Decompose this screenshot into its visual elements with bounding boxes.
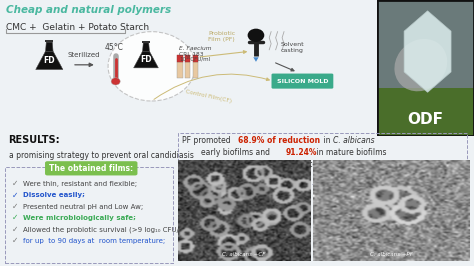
Bar bbox=[185, 55, 191, 62]
Text: ✓: ✓ bbox=[12, 213, 18, 222]
Text: ✓: ✓ bbox=[12, 202, 18, 211]
Text: in mature biofilms: in mature biofilms bbox=[314, 148, 386, 157]
Ellipse shape bbox=[394, 39, 447, 91]
Polygon shape bbox=[46, 42, 53, 51]
Circle shape bbox=[108, 32, 195, 101]
Text: early biofilms and: early biofilms and bbox=[201, 148, 273, 157]
Text: 91.24%: 91.24% bbox=[286, 148, 317, 157]
Bar bbox=[192, 62, 198, 78]
Text: 10¹⁰CFU/ml: 10¹⁰CFU/ml bbox=[179, 56, 210, 62]
Text: ✓: ✓ bbox=[12, 180, 18, 188]
Text: ODF: ODF bbox=[408, 112, 444, 127]
Text: SILICON MOLD: SILICON MOLD bbox=[277, 78, 328, 84]
Text: C. albicans +PF: C. albicans +PF bbox=[370, 252, 412, 257]
Text: Dissolve easily;: Dissolve easily; bbox=[23, 193, 85, 198]
Text: E. Faecium: E. Faecium bbox=[179, 46, 211, 51]
Text: CMC +  Gelatin + Potato Starch: CMC + Gelatin + Potato Starch bbox=[6, 23, 149, 32]
Bar bbox=[177, 62, 183, 78]
Text: 45°C: 45°C bbox=[104, 43, 123, 52]
Text: compared to the group stimulated with CF.: compared to the group stimulated with CF… bbox=[190, 160, 354, 169]
Polygon shape bbox=[253, 57, 259, 62]
Text: Were microbiologically safe;: Were microbiologically safe; bbox=[23, 215, 136, 221]
Text: Sterilized: Sterilized bbox=[68, 52, 100, 58]
Bar bbox=[377, 0, 474, 88]
Text: RESULTS:: RESULTS: bbox=[9, 135, 60, 146]
Circle shape bbox=[247, 29, 264, 42]
Bar bbox=[142, 41, 150, 43]
Text: ✓: ✓ bbox=[12, 225, 18, 234]
Text: Solvent
casting: Solvent casting bbox=[280, 42, 304, 53]
Bar bbox=[185, 62, 191, 78]
Text: Control Film(CF): Control Film(CF) bbox=[185, 89, 232, 104]
Bar bbox=[192, 55, 198, 62]
Text: ✓: ✓ bbox=[12, 191, 18, 200]
Polygon shape bbox=[143, 43, 149, 51]
Text: Presented neutral pH and Low Aw;: Presented neutral pH and Low Aw; bbox=[23, 204, 143, 210]
Text: CRL 183: CRL 183 bbox=[179, 52, 203, 57]
Text: Probiotic
Film (PF): Probiotic Film (PF) bbox=[208, 31, 236, 42]
Text: Allowed the probiotic survival (>9 log₁₀ CFU/g),: Allowed the probiotic survival (>9 log₁₀… bbox=[23, 226, 188, 233]
Circle shape bbox=[111, 78, 120, 85]
FancyBboxPatch shape bbox=[272, 74, 333, 89]
Bar bbox=[177, 55, 183, 62]
Bar bbox=[377, 88, 474, 136]
Text: PF promoted: PF promoted bbox=[182, 136, 234, 146]
Text: Were thin, resistant and flexible;: Were thin, resistant and flexible; bbox=[23, 181, 137, 187]
Text: The obtained films:: The obtained films: bbox=[49, 164, 133, 173]
Text: in: in bbox=[321, 136, 333, 146]
Polygon shape bbox=[134, 51, 158, 68]
Text: FD: FD bbox=[140, 55, 152, 64]
Text: a promising strategy to prevent oral candidiasis: a promising strategy to prevent oral can… bbox=[9, 151, 193, 160]
FancyBboxPatch shape bbox=[45, 161, 137, 176]
Text: Cheap and natural polymers: Cheap and natural polymers bbox=[6, 5, 171, 15]
Text: FD: FD bbox=[44, 56, 55, 65]
Text: 68.9% of reduction: 68.9% of reduction bbox=[238, 136, 320, 146]
Text: C. albicans: C. albicans bbox=[333, 136, 375, 146]
Text: for up  to 90 days at  room temperature;: for up to 90 days at room temperature; bbox=[23, 238, 165, 244]
Text: C. albicans +CF: C. albicans +CF bbox=[222, 252, 266, 257]
Polygon shape bbox=[36, 51, 63, 69]
Polygon shape bbox=[404, 11, 451, 92]
Text: ✓: ✓ bbox=[12, 236, 18, 245]
Bar bbox=[45, 40, 54, 42]
